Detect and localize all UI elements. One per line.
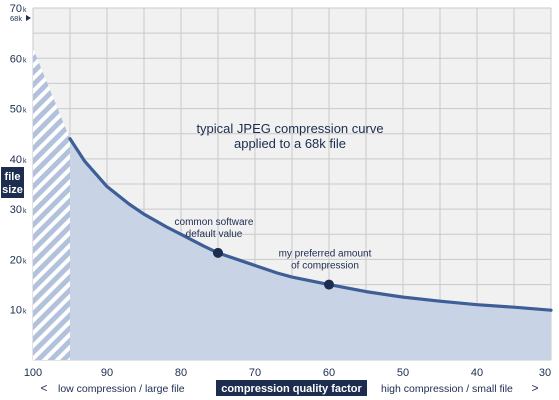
y-tick-suffix: k [23, 158, 27, 165]
x-tick-label: 40 [471, 367, 483, 379]
right-arrow-icon: > [531, 381, 538, 395]
x-tick-label: 90 [101, 367, 113, 379]
annotation-text-2-line-2: of compression [291, 261, 359, 272]
reference-arrow-icon [26, 15, 31, 22]
hatched-region [33, 48, 70, 360]
hatched-area [33, 48, 70, 360]
left-arrow-icon: < [40, 381, 47, 395]
y-reference-label: 68k [10, 14, 22, 23]
x-tick-label: 60 [323, 367, 335, 379]
annotation-text-1-line-2: default value [186, 229, 243, 240]
x-tick-labels: 100 90 80 70 60 50 40 30 [24, 367, 551, 379]
area-fill [70, 138, 551, 360]
y-tick-label: 50 [10, 104, 22, 116]
y-tick-suffix: k [23, 7, 27, 14]
x-left-label: low compression / large file [58, 383, 185, 395]
x-right-label: high compression / small file [381, 383, 513, 395]
y-tick-label: 20 [10, 254, 22, 266]
annotation-text-2-line-1: my preferred amount [279, 249, 372, 260]
series-line [68, 137, 553, 312]
x-tick-label: 100 [24, 367, 42, 379]
y-tick-suffix: k [23, 309, 27, 316]
x-axis-label-row: < low compression / large file compressi… [40, 380, 539, 396]
y-axis-label-box: file size [1, 167, 24, 198]
y-tick-label: 40 [10, 154, 22, 166]
x-axis-label: compression quality factor [221, 383, 362, 395]
x-tick-label: 30 [539, 367, 551, 379]
annotation-text-1-line-1: common software [175, 217, 254, 228]
y-tick-label: 70 [10, 3, 22, 15]
chart-title-line-2: applied to a 68k file [234, 136, 346, 151]
x-tick-label: 80 [175, 367, 187, 379]
annotation-marker [213, 247, 223, 258]
area-polygon [70, 138, 551, 360]
curve [68, 137, 553, 312]
y-tick-suffix: k [23, 208, 27, 215]
y-tick-suffix: k [23, 258, 27, 265]
x-tick-label: 70 [249, 367, 261, 379]
x-tick-label: 50 [397, 367, 409, 379]
y-tick-suffix: k [23, 108, 27, 115]
annotation-marker [324, 279, 334, 290]
chart-title-line-1: typical JPEG compression curve [196, 121, 383, 136]
y-axis-label-line-1: file [5, 171, 21, 183]
y-tick-label: 60 [10, 53, 22, 65]
y-tick-label: 10 [10, 305, 22, 317]
y-axis-label-line-2: size [2, 184, 23, 196]
y-tick-suffix: k [23, 57, 27, 64]
y-tick-label: 30 [10, 204, 22, 216]
